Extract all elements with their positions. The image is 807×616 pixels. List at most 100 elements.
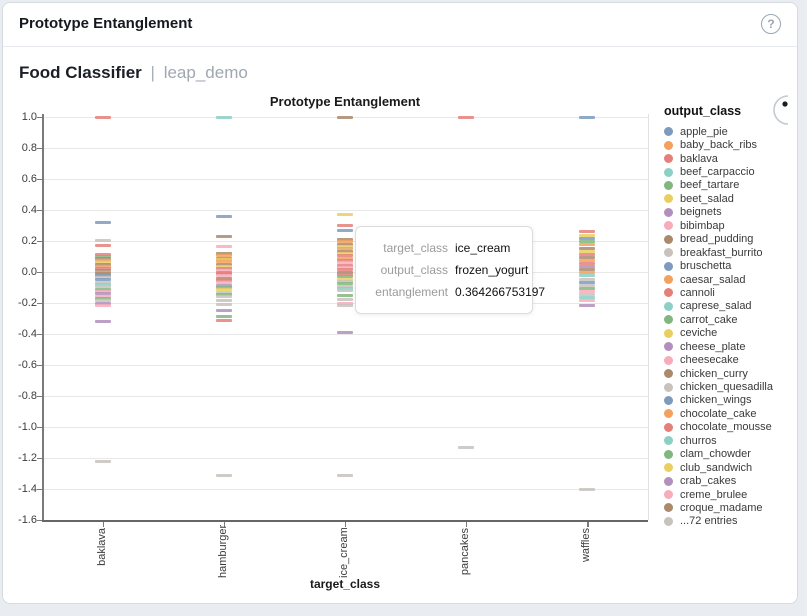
- data-mark[interactable]: [579, 286, 596, 290]
- legend-item[interactable]: beet_salad: [664, 192, 796, 205]
- data-mark[interactable]: [579, 255, 596, 259]
- legend-item[interactable]: chocolate_mousse: [664, 421, 796, 434]
- data-mark[interactable]: [215, 274, 232, 278]
- data-mark[interactable]: [579, 296, 596, 300]
- data-mark[interactable]: [94, 278, 111, 282]
- data-mark[interactable]: [337, 263, 353, 267]
- legend-item[interactable]: chocolate_cake: [664, 407, 796, 420]
- data-mark[interactable]: [94, 459, 111, 463]
- data-mark[interactable]: [337, 265, 353, 269]
- legend-item[interactable]: crab_cakes: [664, 474, 796, 487]
- data-mark[interactable]: [215, 258, 232, 262]
- data-mark[interactable]: [579, 115, 596, 119]
- legend-item[interactable]: chicken_curry: [664, 367, 796, 380]
- data-mark[interactable]: [94, 287, 111, 291]
- data-mark[interactable]: [579, 234, 596, 238]
- data-mark[interactable]: [94, 238, 111, 242]
- data-mark[interactable]: [579, 299, 596, 303]
- legend-item[interactable]: apple_pie: [664, 125, 796, 138]
- data-mark[interactable]: [579, 230, 596, 234]
- data-mark[interactable]: [94, 220, 111, 224]
- data-mark[interactable]: [579, 262, 596, 265]
- data-mark[interactable]: [94, 301, 111, 305]
- data-mark[interactable]: [215, 268, 232, 272]
- legend-item[interactable]: beignets: [664, 206, 796, 219]
- data-mark[interactable]: [215, 260, 232, 264]
- data-mark[interactable]: [215, 281, 232, 285]
- data-mark[interactable]: [94, 299, 111, 303]
- legend-item[interactable]: carrot_cake: [664, 313, 796, 326]
- data-mark[interactable]: [579, 271, 596, 275]
- data-mark[interactable]: [94, 274, 111, 278]
- data-mark[interactable]: [215, 270, 232, 274]
- data-mark[interactable]: [94, 258, 111, 262]
- data-mark[interactable]: [337, 331, 353, 334]
- data-mark[interactable]: [215, 262, 232, 266]
- data-mark[interactable]: [94, 282, 111, 286]
- data-mark[interactable]: [215, 244, 232, 248]
- data-mark[interactable]: [337, 272, 353, 276]
- legend-item[interactable]: breakfast_burrito: [664, 246, 796, 259]
- data-mark[interactable]: [337, 249, 353, 253]
- legend-item[interactable]: baklava: [664, 152, 796, 165]
- data-mark[interactable]: [94, 256, 111, 260]
- legend-item[interactable]: bread_pudding: [664, 233, 796, 246]
- data-mark[interactable]: [94, 115, 111, 119]
- data-mark[interactable]: [337, 293, 353, 297]
- data-mark[interactable]: [94, 292, 111, 296]
- data-mark[interactable]: [579, 293, 596, 296]
- data-mark[interactable]: [458, 115, 475, 119]
- legend-item[interactable]: churros: [664, 434, 796, 447]
- data-mark[interactable]: [94, 252, 111, 256]
- data-mark[interactable]: [337, 268, 353, 272]
- data-mark[interactable]: [215, 299, 232, 303]
- data-mark[interactable]: [94, 244, 111, 248]
- data-mark[interactable]: [215, 286, 232, 289]
- data-mark[interactable]: [337, 242, 353, 246]
- data-mark[interactable]: [337, 270, 353, 274]
- data-mark[interactable]: [337, 286, 353, 290]
- data-mark[interactable]: [94, 303, 111, 307]
- data-mark[interactable]: [337, 237, 353, 241]
- data-mark[interactable]: [215, 295, 232, 299]
- data-mark[interactable]: [337, 297, 353, 301]
- data-mark[interactable]: [579, 303, 596, 307]
- data-mark[interactable]: [215, 251, 232, 255]
- data-mark[interactable]: [579, 258, 596, 262]
- data-mark[interactable]: [215, 214, 232, 218]
- data-mark[interactable]: [579, 283, 596, 287]
- data-mark[interactable]: [337, 289, 353, 293]
- data-mark[interactable]: [337, 473, 353, 477]
- data-mark[interactable]: [94, 285, 111, 289]
- data-mark[interactable]: [579, 487, 596, 491]
- data-mark[interactable]: [337, 301, 353, 305]
- data-mark[interactable]: [215, 314, 232, 318]
- data-mark[interactable]: [337, 244, 353, 248]
- data-mark[interactable]: [337, 213, 353, 217]
- legend-item[interactable]: chicken_wings: [664, 394, 796, 407]
- data-mark[interactable]: [337, 277, 353, 281]
- data-mark[interactable]: [337, 275, 353, 279]
- data-mark[interactable]: [337, 256, 353, 260]
- data-mark[interactable]: [337, 115, 353, 119]
- data-mark[interactable]: [337, 229, 353, 233]
- legend-item[interactable]: clam_chowder: [664, 448, 796, 461]
- legend-item[interactable]: croque_madame: [664, 501, 796, 514]
- data-mark[interactable]: [579, 274, 596, 278]
- data-mark[interactable]: [579, 246, 596, 250]
- data-mark[interactable]: [215, 279, 232, 282]
- data-mark[interactable]: [579, 277, 596, 281]
- data-mark[interactable]: [215, 473, 232, 477]
- data-mark[interactable]: [215, 319, 232, 323]
- data-mark[interactable]: [94, 266, 111, 270]
- legend-item[interactable]: bibimbap: [664, 219, 796, 232]
- data-mark[interactable]: [94, 280, 111, 284]
- data-mark[interactable]: [94, 255, 111, 258]
- data-mark[interactable]: [215, 283, 232, 287]
- data-mark[interactable]: [337, 254, 353, 258]
- legend-item[interactable]: cheesecake: [664, 353, 796, 366]
- legend-item[interactable]: beef_carpaccio: [664, 165, 796, 178]
- data-mark[interactable]: [215, 288, 232, 292]
- legend-item[interactable]: beef_tartare: [664, 179, 796, 192]
- data-mark[interactable]: [458, 445, 475, 449]
